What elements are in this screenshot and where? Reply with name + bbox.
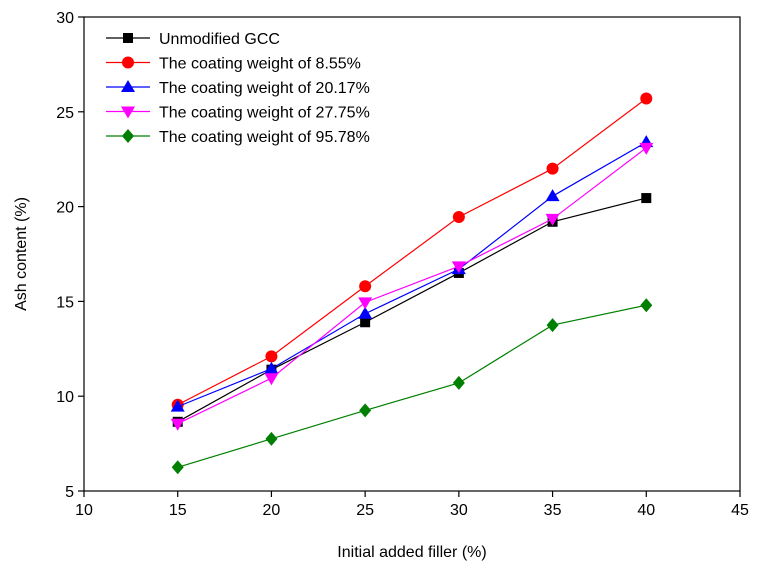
series-3	[170, 135, 654, 412]
legend-marker	[123, 33, 133, 43]
legend-label: Unmodified GCC	[159, 31, 280, 48]
x-tick-label: 10	[75, 502, 93, 519]
y-tick-label: 15	[56, 294, 74, 311]
data-point	[358, 297, 373, 310]
data-point	[640, 298, 653, 313]
series-line	[177, 141, 647, 408]
legend-entry-1: Unmodified GCC	[106, 31, 280, 48]
legend-marker	[122, 129, 134, 143]
x-tick-label: 30	[450, 502, 468, 519]
data-point	[359, 403, 372, 418]
plot-frame	[83, 16, 741, 492]
legend: Unmodified GCC The coating weight of 8.55…	[106, 31, 370, 146]
series-layer	[170, 92, 654, 475]
legend-entry-3: The coating weight of 20.17%	[106, 80, 370, 97]
data-point	[264, 373, 279, 386]
data-point	[452, 375, 465, 390]
y-tick-label: 25	[56, 105, 74, 122]
series-line	[177, 197, 647, 423]
data-point	[171, 460, 184, 475]
legend-marker	[121, 106, 135, 119]
legend-label: The coating weight of 27.75%	[159, 105, 370, 122]
legend-marker	[122, 56, 134, 69]
x-tick-label: 40	[637, 502, 655, 519]
plot-border	[83, 16, 741, 492]
data-point	[639, 142, 654, 155]
x-axis-title: Initial added filler (%)	[337, 544, 486, 561]
data-point	[170, 418, 185, 431]
x-tick-label: 20	[263, 502, 281, 519]
y-axis: 5 10 15 20 25 30	[56, 10, 84, 501]
series-line	[177, 98, 647, 406]
data-point	[451, 261, 466, 274]
x-tick-label: 35	[544, 502, 562, 519]
series-2	[171, 92, 653, 411]
x-tick-label: 25	[356, 502, 374, 519]
legend-label: The coating weight of 95.78%	[159, 129, 370, 146]
y-tick-label: 30	[56, 10, 74, 27]
legend-label: The coating weight of 20.17%	[159, 80, 370, 97]
data-point	[358, 306, 373, 319]
data-point	[546, 162, 559, 175]
series-line	[177, 147, 647, 425]
series-4	[170, 142, 654, 431]
x-tick-label: 15	[169, 502, 187, 519]
y-axis-title: Ash content (%)	[13, 197, 30, 311]
legend-label: The coating weight of 8.55%	[159, 56, 361, 73]
data-point	[640, 92, 653, 105]
data-point	[265, 350, 278, 363]
x-axis: 10 15 20 25 30 35 40 45	[75, 491, 749, 519]
data-point	[360, 317, 371, 328]
legend-marker	[121, 80, 135, 92]
data-point	[546, 318, 559, 333]
y-tick-label: 10	[56, 389, 74, 406]
data-point	[452, 211, 465, 224]
data-point	[545, 189, 560, 202]
data-point	[545, 213, 560, 226]
y-tick-label: 20	[56, 200, 74, 217]
data-point	[265, 431, 278, 446]
x-tick-label: 45	[731, 502, 749, 519]
legend-entry-2: The coating weight of 8.55%	[106, 56, 361, 73]
data-point	[170, 399, 185, 412]
data-point	[359, 280, 372, 293]
y-tick-label: 5	[65, 484, 74, 501]
legend-entry-4: The coating weight of 27.75%	[106, 105, 370, 122]
data-point	[641, 193, 652, 204]
series-5	[171, 298, 653, 475]
series-line	[177, 304, 647, 468]
data-point	[264, 361, 279, 374]
legend-entry-5: The coating weight of 95.78%	[106, 129, 370, 146]
